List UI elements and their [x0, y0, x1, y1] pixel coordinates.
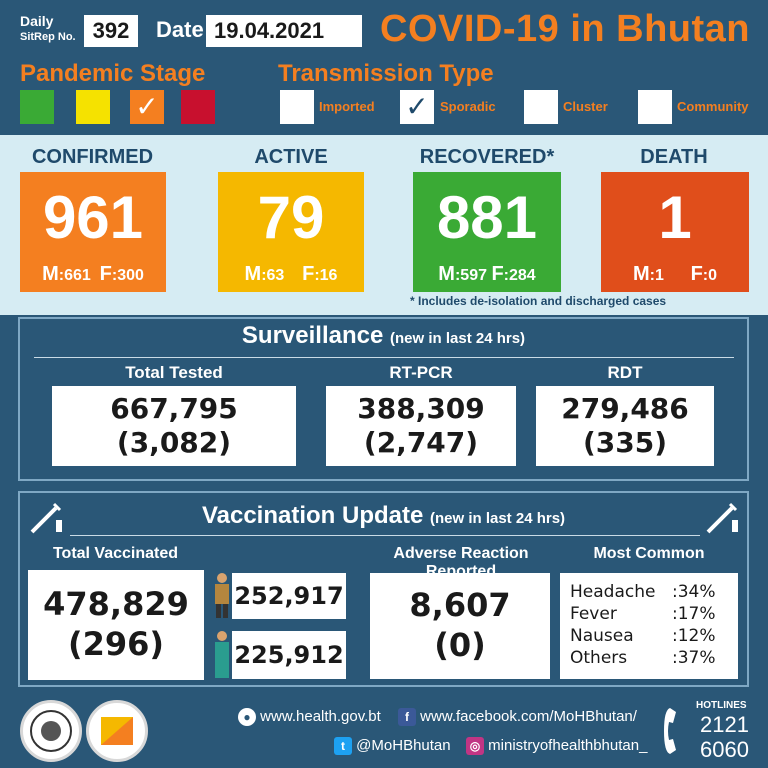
website-link[interactable]: ● www.health.gov.bt	[238, 708, 381, 727]
page-title: COVID-19 in Bhutan	[380, 8, 751, 50]
active-gender: M:63 F:16	[244, 263, 338, 285]
check-icon: ✓	[135, 91, 159, 122]
stage-orange-square: ✓	[130, 90, 164, 124]
syringe-icon	[28, 500, 64, 541]
most-common-box: Headache:34% Fever:17% Nausea:12% Others…	[560, 573, 738, 679]
daily-label: Daily	[20, 13, 54, 29]
hotlines-label: HOTLINES	[696, 700, 747, 711]
total-vaccinated-label: Total Vaccinated	[52, 545, 179, 562]
pandemic-stage-label: Pandemic Stage	[20, 60, 206, 87]
community-square	[638, 90, 672, 124]
female-figure-icon	[212, 630, 232, 685]
recovered-box: 881 M:597 F:284	[413, 172, 561, 292]
facebook-link[interactable]: f www.facebook.com/MoHBhutan/	[398, 708, 637, 727]
transmission-type-label: Transmission Type	[278, 60, 494, 87]
hotline-2[interactable]: 6060	[700, 737, 749, 762]
confirmed-box: 961 M:661 F:300	[20, 172, 166, 292]
list-item: Fever:17%	[570, 604, 716, 624]
confirmed-label: CONFIRMED	[31, 146, 154, 168]
total-vaccinated-new: (296)	[67, 625, 165, 663]
footnote: * Includes de-isolation and discharged c…	[410, 294, 667, 308]
globe-icon: ●	[238, 708, 256, 727]
campaign-logo	[86, 700, 148, 762]
sitrep-number: 392	[84, 15, 138, 47]
active-box: 79 M:63 F:16	[218, 172, 364, 292]
moh-logo	[20, 700, 82, 762]
rtpcr-box: 388,309 (2,747)	[326, 386, 516, 466]
stage-green-square	[20, 90, 54, 124]
recovered-gender: M:597 F:284	[438, 263, 536, 285]
syringe-icon	[704, 500, 740, 541]
surveillance-panel	[18, 317, 749, 481]
imported-square	[280, 90, 314, 124]
active-label: ACTIVE	[254, 146, 328, 168]
total-tested-label: Total Tested	[125, 363, 223, 382]
adverse-new: (0)	[434, 626, 486, 664]
list-item: Nausea:12%	[570, 626, 716, 646]
total-vaccinated-box: 478,829 (296)	[28, 570, 204, 680]
hotline-1[interactable]: 2121	[700, 712, 749, 737]
most-common-label: Most Common	[593, 545, 705, 562]
stage-yellow-square	[76, 90, 110, 124]
sitrep-label: SitRep No.	[20, 31, 76, 43]
community-label: Community	[677, 99, 749, 114]
cluster-label: Cluster	[563, 99, 608, 114]
phone-icon	[664, 706, 690, 761]
death-label: DEATH	[640, 146, 708, 168]
female-vaccinated: 225,912	[232, 631, 346, 679]
rdt-box: 279,486 (335)	[536, 386, 714, 466]
rdt-value: 279,486	[561, 392, 689, 425]
surveillance-title: Surveillance (new in last 24 hrs)	[241, 322, 526, 349]
death-gender: M:1 F:0	[632, 263, 718, 285]
vaccination-panel	[18, 491, 749, 687]
stage-red-square	[181, 90, 215, 124]
recovered-label: RECOVERED*	[419, 146, 555, 168]
divider	[70, 535, 700, 536]
confirmed-value: 961	[42, 184, 144, 251]
cluster-square	[524, 90, 558, 124]
imported-label: Imported	[319, 99, 375, 114]
sporadic-square: ✓	[400, 90, 434, 124]
rdt-new: (335)	[582, 426, 668, 459]
list-item: Others:37%	[570, 648, 716, 668]
total-tested-new: (3,082)	[116, 426, 232, 459]
total-tested-value: 667,795	[110, 392, 238, 425]
date-label: Date	[156, 17, 204, 42]
total-tested-box: 667,795 (3,082)	[52, 386, 296, 466]
total-vaccinated-value: 478,829	[43, 585, 189, 623]
divider	[34, 357, 734, 358]
facebook-icon: f	[398, 708, 416, 727]
rtpcr-value: 388,309	[357, 392, 485, 425]
death-box: 1 M:1 F:0	[601, 172, 749, 292]
rtpcr-label: RT-PCR	[389, 363, 453, 382]
confirmed-gender: M:661 F:300	[42, 263, 144, 285]
rdt-label: RDT	[607, 363, 643, 382]
adverse-value: 8,607	[409, 586, 511, 624]
vaccination-title: Vaccination Update (new in last 24 hrs)	[201, 502, 566, 529]
instagram-icon: ◎	[466, 737, 484, 756]
active-value: 79	[257, 184, 325, 251]
twitter-link[interactable]: t @MoHBhutan	[334, 737, 451, 756]
sporadic-label: Sporadic	[440, 99, 496, 114]
male-vaccinated: 252,917	[232, 573, 346, 619]
twitter-icon: t	[334, 737, 352, 756]
check-icon: ✓	[405, 91, 429, 122]
male-figure-icon	[212, 572, 232, 625]
death-value: 1	[658, 184, 692, 251]
adverse-box: 8,607 (0)	[370, 573, 550, 679]
instagram-link[interactable]: ◎ ministryofhealthbhutan_	[466, 737, 647, 756]
rtpcr-new: (2,747)	[363, 426, 479, 459]
list-item: Headache:34%	[570, 582, 716, 602]
recovered-value: 881	[436, 184, 538, 251]
date-value: 19.04.2021	[206, 15, 362, 47]
